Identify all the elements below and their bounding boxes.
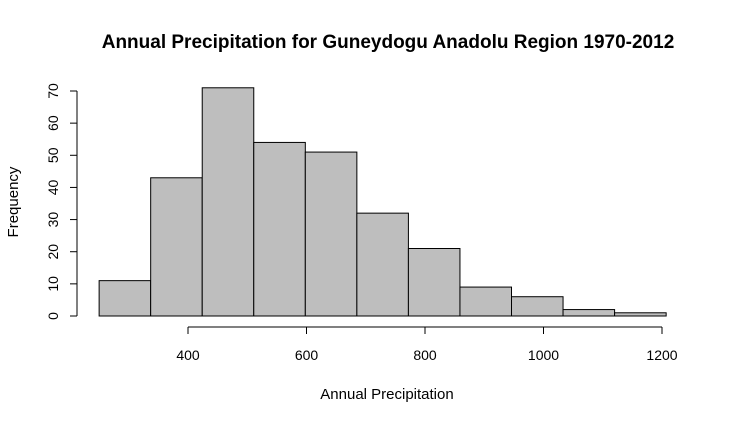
histogram-bar	[511, 296, 564, 317]
histogram-bar	[562, 309, 616, 317]
x-tick-label: 1000	[528, 347, 559, 363]
x-tick-label: 800	[413, 347, 437, 363]
histogram-bar	[407, 248, 461, 317]
y-tick-label: 70	[45, 83, 61, 99]
x-tick-label: 1200	[646, 347, 677, 363]
bars-group	[98, 87, 667, 317]
histogram-bar	[98, 280, 152, 317]
histogram-bar	[459, 286, 513, 317]
y-tick-label: 40	[45, 179, 61, 195]
y-tick-label: 30	[45, 212, 61, 228]
histogram-bar	[356, 212, 409, 317]
histogram-bar	[304, 151, 358, 317]
y-axis-label: Frequency	[5, 166, 22, 237]
histogram-bar	[614, 312, 667, 317]
x-axis-label: Annual Precipitation	[320, 386, 453, 403]
histogram-bar	[201, 87, 255, 317]
y-tick-label: 10	[45, 276, 61, 292]
x-tick-label: 400	[176, 347, 200, 363]
y-axis: 0 10 20 30 40 50 60 70	[45, 83, 78, 320]
x-tick-label: 600	[295, 347, 319, 363]
y-tick-label: 60	[45, 115, 61, 131]
histogram-bar	[253, 141, 306, 317]
y-tick-label: 20	[45, 244, 61, 260]
x-axis: 400 600 800 1000 1200	[176, 326, 678, 363]
y-tick-label: 0	[45, 312, 61, 320]
y-tick-label: 50	[45, 147, 61, 163]
chart-title: Annual Precipitation for Guneydogu Anado…	[102, 32, 675, 53]
histogram-bar	[150, 177, 203, 317]
